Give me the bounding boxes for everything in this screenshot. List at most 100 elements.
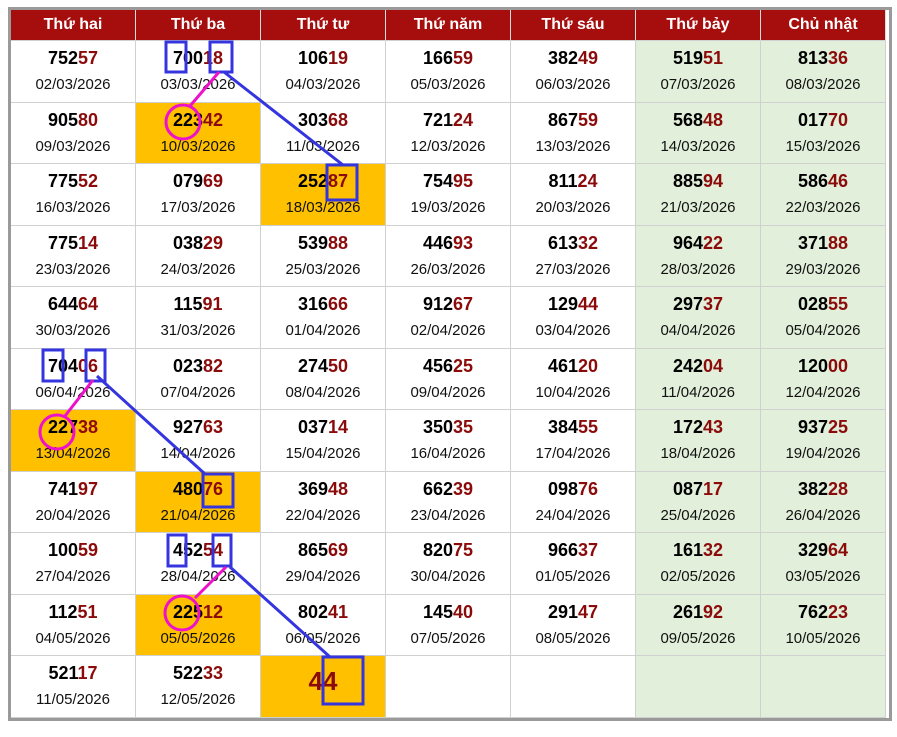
draw-date: 19/04/2026 [785, 445, 861, 462]
draw-date: 23/04/2026 [410, 506, 486, 524]
draw-date: 06/03/2026 [535, 76, 611, 93]
number-suffix: 82 [203, 355, 224, 376]
result-cell: 90580 09/03/2026 [11, 102, 136, 164]
number-prefix: 291 [547, 601, 578, 622]
number-prefix: 586 [797, 171, 828, 191]
number-prefix: 452 [172, 540, 203, 560]
header-cell: Thứ năm [386, 10, 511, 41]
number-suffix: 94 [703, 171, 724, 191]
number-prefix: 329 [797, 540, 828, 560]
result-cell: 45625 09/04/2026 [386, 348, 511, 410]
number-prefix: 568 [672, 109, 703, 130]
lottery-number: 76223 [761, 602, 885, 623]
result-cell: 38228 26/04/2026 [761, 471, 886, 533]
number-prefix: 721 [422, 109, 453, 130]
number-prefix: 539 [297, 232, 328, 253]
number-suffix: 55 [828, 294, 849, 314]
number-prefix: 820 [422, 540, 453, 560]
number-suffix: 14 [328, 417, 349, 437]
header-cell: Thứ ba [136, 10, 261, 41]
number-suffix: 25 [453, 355, 474, 376]
number-suffix: 69 [203, 171, 224, 191]
lottery-number: 10619 [261, 48, 385, 69]
draw-date: 25/03/2026 [285, 260, 361, 278]
number-prefix: 762 [797, 601, 828, 622]
draw-date: 14/03/2026 [660, 137, 736, 155]
lottery-number: 24204 [636, 356, 760, 377]
lottery-number: 22342 [136, 110, 260, 131]
draw-date: 26/04/2026 [785, 506, 861, 524]
number-suffix: 51 [703, 48, 724, 68]
number-suffix: 18 [203, 48, 224, 68]
number-prefix: 261 [672, 601, 703, 622]
draw-date: 05/04/2026 [785, 322, 861, 339]
number-prefix: 023 [172, 355, 203, 376]
draw-date: 03/03/2026 [160, 76, 236, 93]
draw-date: 20/03/2026 [535, 199, 611, 216]
lottery-number: 32964 [761, 540, 885, 561]
number-suffix: 20 [578, 355, 599, 376]
result-cell: 22512 05/05/2026 [136, 594, 261, 656]
result-cell: 11251 04/05/2026 [11, 594, 136, 656]
number-suffix: 04 [703, 355, 724, 376]
result-cell: 12000 12/04/2026 [761, 348, 886, 410]
draw-date: 13/03/2026 [535, 137, 611, 155]
result-cell: 93725 19/04/2026 [761, 410, 886, 472]
result-cell: 25287 18/03/2026 [261, 164, 386, 226]
result-cell: 09876 24/04/2026 [511, 471, 636, 533]
number-prefix: 775 [47, 171, 78, 191]
lottery-number: 22512 [136, 602, 260, 623]
draw-date: 07/05/2026 [410, 629, 486, 647]
number-prefix: 704 [47, 355, 78, 376]
draw-date: 09/05/2026 [660, 629, 736, 647]
result-cell: 31666 01/04/2026 [261, 287, 386, 349]
number-suffix: 70 [828, 109, 849, 130]
number-prefix: 644 [47, 294, 78, 314]
lottery-number: 02382 [136, 356, 260, 377]
result-cell: 10059 27/04/2026 [11, 533, 136, 595]
result-cell: 96422 28/03/2026 [636, 225, 761, 287]
lottery-number: 96422 [636, 233, 760, 254]
lottery-number: 92763 [136, 417, 260, 438]
header-cell: Thứ bảy [636, 10, 761, 41]
result-cell: 64464 30/03/2026 [11, 287, 136, 349]
lottery-number: 11251 [11, 602, 135, 623]
number-suffix: 87 [328, 171, 349, 191]
lottery-number: 08717 [636, 479, 760, 500]
number-prefix: 522 [172, 663, 203, 683]
number-suffix: 93 [453, 232, 474, 253]
result-cell: 32964 03/05/2026 [761, 533, 886, 595]
number-prefix: 297 [672, 294, 703, 314]
results-table: Thứ hai Thứ ba Thứ tư Thứ năm Thứ sáu Thứ bảy… [8, 7, 892, 721]
result-cell: 37188 29/03/2026 [761, 225, 886, 287]
number-suffix: 22 [703, 232, 724, 253]
lottery-number: 29737 [636, 294, 760, 315]
number-suffix: 47 [578, 601, 599, 622]
number-prefix: 813 [797, 48, 828, 68]
number-prefix: 662 [422, 478, 453, 499]
number-suffix: 36 [828, 48, 849, 68]
draw-date: 14/04/2026 [160, 445, 236, 462]
number-suffix: 44 [308, 666, 338, 696]
number-suffix: 54 [203, 540, 224, 560]
result-cell: 45254 28/04/2026 [136, 533, 261, 595]
draw-date: 05/05/2026 [160, 629, 236, 647]
number-suffix: 64 [828, 540, 849, 560]
number-suffix: 63 [203, 417, 224, 437]
lottery-number: 80241 [261, 602, 385, 623]
lottery-number: 45625 [386, 356, 510, 377]
number-suffix: 75 [453, 540, 474, 560]
lottery-number: 82075 [386, 540, 510, 561]
draw-date: 23/03/2026 [35, 260, 111, 278]
lottery-number: 25287 [261, 171, 385, 192]
draw-date: 13/04/2026 [35, 445, 111, 462]
number-prefix: 369 [297, 478, 328, 499]
draw-date: 04/05/2026 [35, 629, 111, 647]
draw-date: 18/03/2026 [285, 199, 361, 216]
lottery-number: 70018 [136, 48, 260, 69]
result-cell: 58646 22/03/2026 [761, 164, 886, 226]
number-prefix: 252 [297, 171, 328, 191]
number-suffix: 97 [78, 478, 99, 499]
number-prefix: 927 [172, 417, 203, 437]
